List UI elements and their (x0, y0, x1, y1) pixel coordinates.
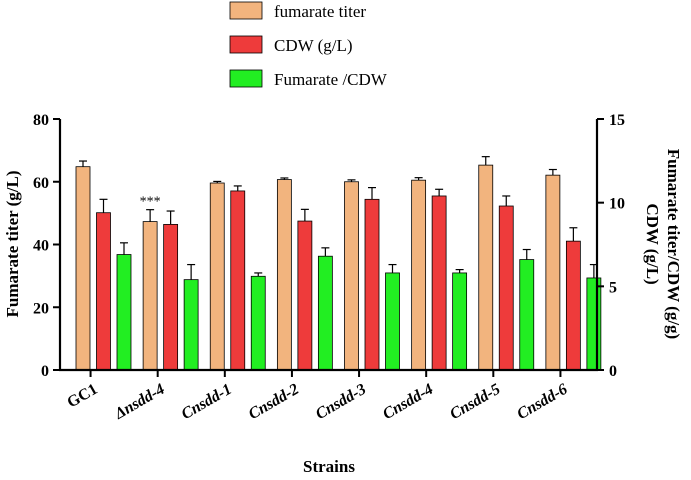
bar (183, 279, 199, 371)
bar (498, 205, 514, 371)
bar (411, 179, 427, 371)
bars (75, 156, 602, 371)
bar (142, 221, 158, 371)
bar (364, 198, 380, 371)
category-label: Δnsdd-4 (111, 381, 168, 423)
y-left-tick-label: 0 (41, 363, 49, 380)
bar (250, 275, 266, 371)
y-right-tick-label: 5 (609, 279, 617, 296)
category-label: Cnsdd-5 (447, 381, 503, 423)
category-label: Cnsdd-3 (313, 381, 369, 423)
bar (545, 174, 561, 371)
y-right-tick-label: 15 (609, 112, 625, 129)
category-label: Cnsdd-6 (514, 381, 570, 423)
bar (452, 272, 468, 371)
bar (75, 166, 91, 371)
bar (209, 182, 225, 371)
category-label: Cnsdd-4 (380, 381, 436, 423)
bar (385, 272, 400, 371)
category-label: Cnsdd-2 (246, 381, 302, 423)
bar (317, 255, 333, 371)
y-right-tick-label: 0 (609, 363, 617, 380)
category-label: GC1 (64, 381, 100, 412)
y-left-tick-label: 40 (33, 238, 49, 255)
y-axis-right-title-1: CDW (g/L) (643, 203, 662, 284)
legend: fumarate titer CDW (g/L) Fumarate /CDW (229, 1, 388, 89)
significance-annotation: *** (140, 195, 161, 210)
bar (565, 240, 581, 371)
bar (230, 190, 246, 371)
legend-swatch (229, 35, 263, 54)
bar (586, 277, 602, 371)
legend-label: CDW (g/L) (274, 36, 353, 55)
annotations: *** (140, 195, 161, 210)
ticks: 0 20 40 60 80 0 5 10 15 (33, 112, 625, 380)
y-axis-right-title-2: Fumarate titer/CDW (g/g) (664, 149, 683, 339)
legend-label: Fumarate /CDW (274, 70, 388, 89)
bar (96, 212, 111, 371)
legend-swatch (229, 69, 263, 88)
y-left-tick-label: 80 (33, 112, 49, 129)
bar (478, 164, 494, 371)
y-left-tick-label: 60 (33, 175, 49, 192)
x-axis-title: Strains (303, 457, 355, 476)
bar (519, 259, 535, 371)
bar (344, 181, 359, 371)
legend-label: fumarate titer (274, 2, 366, 21)
bar (276, 179, 292, 371)
y-right-tick-label: 10 (609, 196, 625, 213)
bar (116, 254, 132, 371)
category-label: Cnsdd-1 (179, 381, 235, 423)
bar (297, 220, 313, 371)
bar (163, 224, 179, 371)
category-labels: GC1 Δnsdd-4 Cnsdd-1 Cnsdd-2 Cnsdd-3 Cnsdd-4 Cn… (64, 370, 570, 423)
y-left-tick-label: 20 (33, 300, 49, 317)
bar (431, 195, 447, 371)
y-axis-left-title: Fumarate titer (g/L) (3, 171, 22, 318)
legend-swatch (229, 1, 263, 20)
